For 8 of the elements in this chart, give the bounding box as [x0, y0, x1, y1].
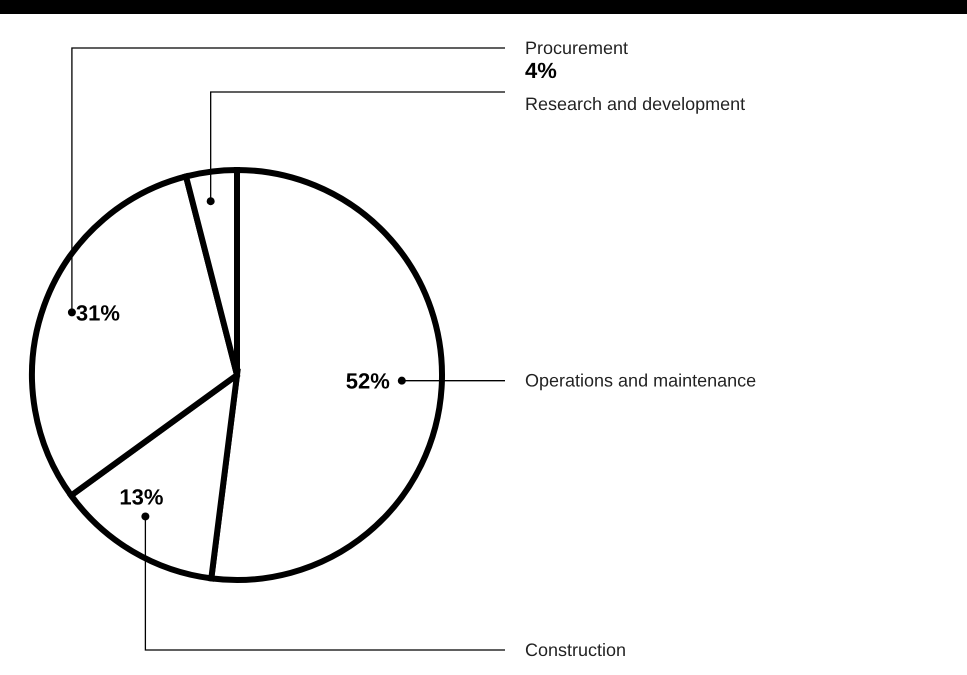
data-label: 4%: [525, 58, 557, 83]
slice-label: Operations and maintenance: [525, 370, 756, 391]
data-label: 13%: [119, 484, 164, 510]
data-label: 52%: [346, 368, 390, 394]
data-label: 31%: [76, 300, 120, 326]
slice-label: Procurement: [525, 38, 628, 58]
slice-label: Construction: [525, 640, 626, 660]
slice-label: Research and development: [525, 94, 746, 114]
